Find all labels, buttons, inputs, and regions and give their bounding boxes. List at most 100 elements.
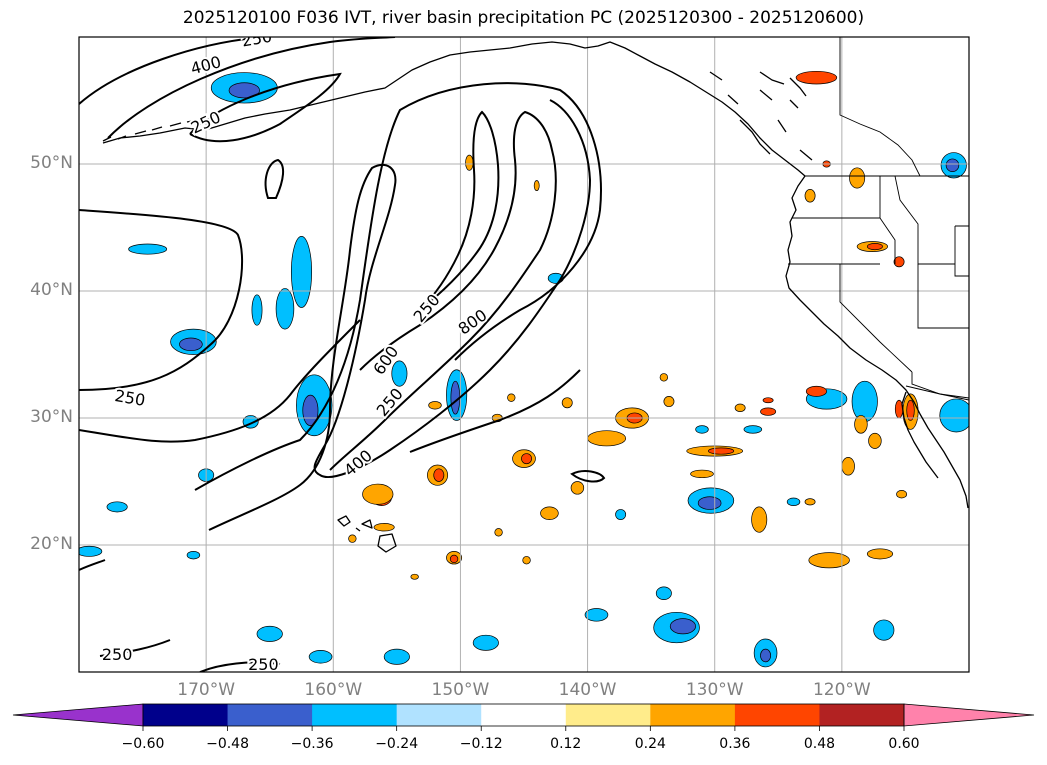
precip-cell	[449, 554, 459, 564]
ivt-contour-600	[329, 110, 557, 471]
ivt-contour-800	[419, 110, 500, 311]
precip-cell	[751, 506, 768, 533]
precip-cell	[79, 545, 103, 557]
colorbar-segment	[650, 704, 736, 726]
colorbar-extend-low	[12, 703, 144, 727]
ivt-contour-400-north	[107, 37, 396, 139]
precip-cell	[186, 550, 201, 560]
precip-cell	[896, 490, 908, 499]
borders	[788, 37, 969, 401]
precip-cell	[275, 288, 295, 330]
ivt-contour-250-southwest	[79, 319, 361, 443]
precip-cell	[805, 385, 827, 397]
latitude-label: 20°N	[30, 534, 73, 554]
colorbar-tick-label: −0.48	[206, 736, 249, 752]
precip-cell	[708, 447, 735, 455]
precip-cell	[362, 483, 394, 505]
precip-cell	[760, 407, 777, 416]
precip-cell	[570, 481, 585, 495]
precip-cell	[410, 573, 419, 580]
longitude-label: 150°W	[431, 680, 490, 700]
colorbar-tick-label: 0.12	[550, 736, 582, 752]
precip-cell	[804, 189, 816, 203]
precip-cell	[841, 457, 855, 476]
precip-cell	[494, 528, 503, 537]
latitude-label: 40°N	[30, 280, 73, 300]
precip-cell	[659, 373, 669, 382]
colorbar	[12, 703, 1035, 731]
precip-cell	[428, 401, 442, 410]
colorbar-segment	[312, 704, 398, 726]
precip-cell	[540, 506, 559, 520]
colorbar-segment	[565, 704, 651, 726]
precip-cell	[808, 552, 850, 569]
ivt-contour-250-outer	[79, 37, 266, 105]
precip-cell	[587, 430, 627, 447]
precip-cell	[391, 360, 408, 387]
precip-cell	[663, 396, 675, 407]
precip-cell	[251, 294, 263, 326]
precip-cell	[804, 498, 816, 506]
coast-islands-bc	[709, 71, 773, 155]
precip-cell	[669, 618, 696, 635]
precip-cell	[522, 556, 531, 565]
precip-cell	[795, 70, 838, 85]
precip-cell	[849, 167, 866, 189]
precip-cell	[472, 634, 499, 651]
colorbar-segment	[143, 704, 229, 726]
border-alaska-canada	[839, 37, 921, 177]
precip-cell	[128, 243, 168, 255]
precip-cell	[690, 469, 714, 479]
coast-alaska	[102, 41, 806, 177]
longitude-label: 130°W	[685, 680, 744, 700]
colorbar-tick-label: −0.12	[459, 736, 503, 752]
longitude-label: 140°W	[558, 680, 617, 700]
longitude-label: 170°W	[177, 680, 236, 700]
ivt-contour-islet	[264, 158, 284, 199]
ivt-contour-250-bottom	[79, 559, 281, 672]
ivt-contour-label: 250	[248, 655, 279, 674]
precip-cell	[561, 397, 573, 409]
precip-cell	[290, 236, 313, 308]
coast-baja	[901, 391, 939, 479]
latitude-label: 30°N	[30, 407, 73, 427]
colorbar-tick-label: 0.36	[719, 736, 751, 752]
precip-cell	[866, 243, 883, 251]
longitude-label: 120°W	[812, 680, 871, 700]
map-frame	[78, 36, 970, 673]
precip-cell	[615, 509, 627, 520]
graticule	[79, 37, 969, 672]
precip-cell	[734, 403, 746, 412]
precip-cell	[383, 648, 410, 665]
latitude-label: 50°N	[30, 153, 73, 173]
map-title: 2025120100 F036 IVT, river basin precipi…	[182, 8, 865, 28]
precip-cell	[945, 158, 960, 172]
precip-cell	[939, 398, 969, 433]
precip-cell	[873, 619, 895, 641]
colorbar-tick-label: −0.36	[290, 736, 334, 752]
colorbar-tick-label: 0.24	[634, 736, 666, 752]
border-mt	[954, 225, 969, 277]
precip-cell	[854, 415, 868, 434]
precip-cell	[762, 397, 774, 404]
precip-cell	[256, 625, 283, 642]
precip-cell	[893, 256, 905, 268]
colorbar-tick-label: −0.24	[375, 736, 419, 752]
precip-cell	[697, 496, 722, 510]
colorbar-extend-high	[903, 703, 1035, 727]
precip-cell	[868, 432, 882, 449]
precip-cell	[695, 425, 709, 434]
colorbar-segment	[481, 704, 567, 726]
precip-cell	[228, 82, 260, 99]
precip-cell	[433, 468, 445, 482]
ivt-contour-label: 250	[102, 645, 133, 664]
precip-cell	[786, 497, 801, 506]
ivt-contour-250-inner-south	[409, 369, 581, 453]
ivt-contours	[79, 37, 606, 672]
coast-alaska-islands	[759, 71, 813, 161]
colorbar-tick-label: 0.60	[888, 736, 920, 752]
border-nv	[839, 264, 913, 373]
precip-cell	[584, 608, 609, 622]
ivt-contour-islet-south	[570, 470, 606, 483]
precip-cell	[851, 380, 878, 423]
